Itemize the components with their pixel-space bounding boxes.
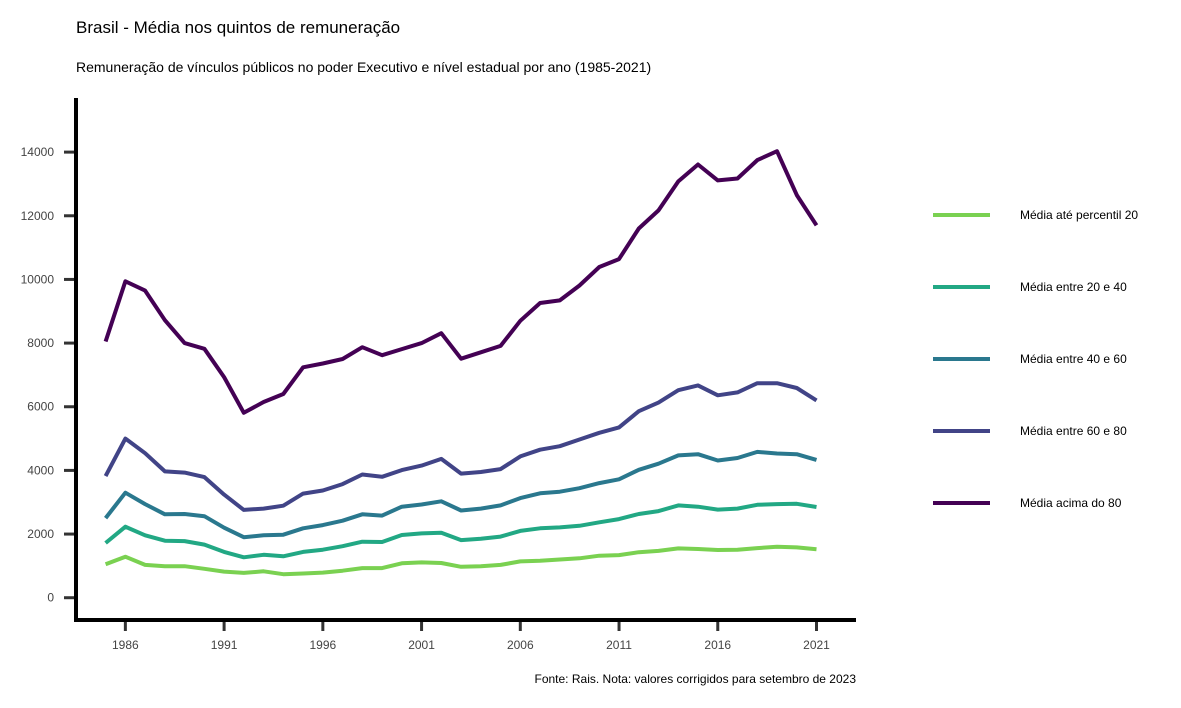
y-tick-label: 6000: [27, 400, 54, 414]
x-tick-label: 1996: [309, 638, 336, 652]
x-tick-label: 2021: [803, 638, 830, 652]
y-tick-label: 0: [47, 591, 54, 605]
legend-label-5: Média acima do 80: [1020, 496, 1122, 510]
x-tick-label: 2001: [408, 638, 435, 652]
y-tick-label: 12000: [21, 209, 55, 223]
legend-label-1: Média até percentil 20: [1020, 208, 1138, 222]
legend: Média até percentil 20 Média entre 20 e 4…: [933, 208, 1138, 510]
series-line-5: [103, 149, 819, 415]
y-tick-label: 14000: [21, 145, 55, 159]
chart-caption: Fonte: Rais. Nota: valores corrigidos pa…: [534, 672, 857, 686]
series-line-4: [103, 381, 818, 512]
legend-label-4: Média entre 60 e 80: [1020, 424, 1127, 438]
series-lines: [103, 149, 819, 577]
y-tick-label: 10000: [21, 272, 55, 286]
x-tick-label: 2006: [507, 638, 534, 652]
y-tick-label: 8000: [27, 336, 54, 350]
axes: 0 2000 4000 6000 8000 10000 12000 14000 1986 1991…: [21, 98, 856, 652]
series-line-1: [104, 544, 817, 577]
x-tick-label: 1991: [211, 638, 238, 652]
chart-title: Brasil - Média nos quintos de remuneraçã…: [76, 18, 401, 37]
legend-label-2: Média entre 20 e 40: [1020, 280, 1127, 294]
series-line-2: [104, 501, 817, 560]
legend-label-3: Média entre 40 e 60: [1020, 352, 1127, 366]
x-tick-label: 1986: [112, 638, 139, 652]
series-line-3: [104, 449, 818, 540]
x-tick-label: 2016: [704, 638, 731, 652]
x-tick-label: 2011: [606, 638, 632, 652]
y-tick-label: 2000: [27, 527, 54, 541]
chart-subtitle: Remuneração de vínculos públicos no pode…: [76, 59, 652, 75]
y-tick-label: 4000: [27, 463, 54, 477]
